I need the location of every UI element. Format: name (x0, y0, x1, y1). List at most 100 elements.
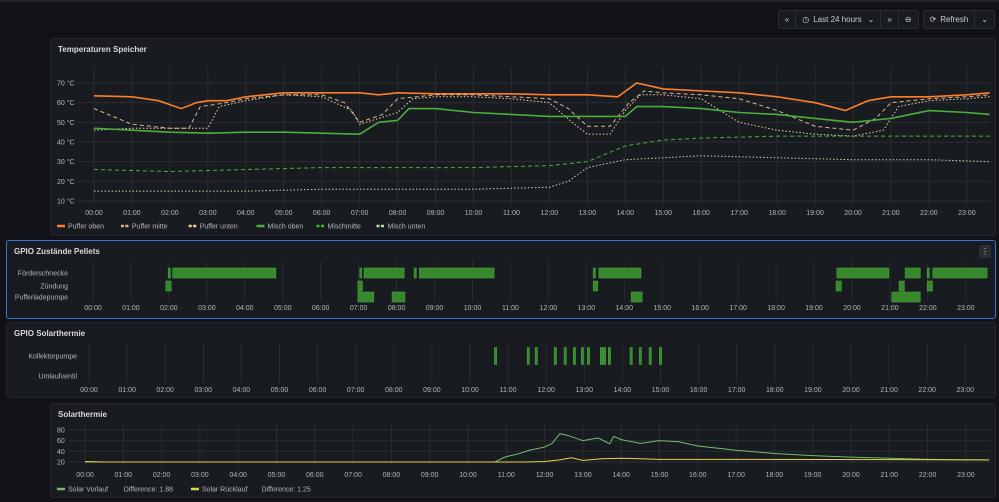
x-tick-label: 16:00 (691, 305, 709, 312)
x-tick-label: 22:00 (919, 472, 937, 479)
refresh-group: ⟳ Refresh ⌄ (922, 10, 995, 29)
x-tick-label: 14:00 (612, 472, 630, 479)
legend-difference: Difference: 1.88 (124, 487, 173, 494)
y-tick-label: 40 °C (57, 139, 75, 147)
x-tick-label: 23:00 (958, 210, 976, 217)
series-line-misch-oben (93, 105, 990, 135)
x-tick-label: 21:00 (882, 210, 900, 217)
y-tick-label: 20 (57, 459, 65, 466)
y-tick-label: 50 °C (57, 119, 75, 127)
state-on-segment (926, 280, 933, 292)
time-range-picker[interactable]: ◷ Last 24 hours ⌄ (796, 11, 882, 28)
x-tick-label: 05:00 (274, 305, 292, 312)
x-tick-label: 20:00 (843, 305, 861, 312)
x-tick-label: 13:00 (574, 472, 592, 479)
state-on-segment (534, 347, 538, 365)
x-tick-label: 13:00 (579, 210, 597, 217)
x-tick-label: 03:00 (195, 387, 213, 394)
shift-forward-button[interactable]: » (881, 11, 899, 28)
refresh-label: Refresh (940, 15, 969, 24)
x-tick-label: 14:00 (617, 210, 635, 217)
state-on-segment (581, 347, 584, 365)
legend-item: Solar Rücklauf (202, 487, 248, 494)
x-tick-label: 01:00 (118, 387, 136, 394)
x-tick-label: 19:00 (804, 387, 822, 394)
state-on-segment (165, 280, 172, 292)
panel-menu-button[interactable]: ⋮ (979, 245, 991, 258)
top-bar (0, 0, 999, 2)
legend-item: Mischmitte (328, 224, 362, 231)
x-tick-label: 07:00 (344, 472, 362, 479)
x-tick-label: 17:00 (727, 472, 745, 479)
state-on-segment (926, 267, 930, 279)
x-tick-label: 23:00 (957, 472, 975, 479)
state-on-segment (836, 267, 890, 279)
series-line (85, 433, 989, 463)
x-tick-label: 05:00 (271, 387, 289, 394)
shift-back-button[interactable]: « (779, 11, 797, 28)
x-tick-label: 21:00 (880, 387, 898, 394)
y-tick-label: 40 (57, 449, 65, 456)
x-tick-label: 11:00 (500, 387, 517, 394)
x-tick-label: 14:00 (616, 305, 634, 312)
state-on-segment (526, 347, 530, 365)
x-tick-label: 17:00 (729, 305, 747, 312)
x-tick-label: 16:00 (690, 387, 708, 394)
series-line-mischmitte (93, 135, 990, 173)
x-tick-label: 12:00 (537, 387, 555, 394)
state-on-segment (413, 267, 417, 279)
x-tick-label: 21:00 (881, 305, 899, 312)
panel-solarthermie: Solarthermie 80 60 40 20 00:00 01:00 02:00 03:0… (50, 403, 996, 498)
x-tick-label: 09:00 (423, 387, 441, 394)
state-on-segment (172, 267, 277, 279)
x-tick-label: 00:00 (85, 210, 103, 217)
x-tick-label: 00:00 (80, 387, 98, 394)
y-tick-label: 60 (57, 438, 65, 445)
legend-item: Puffer unten (200, 224, 238, 231)
state-on-segment (932, 267, 988, 279)
state-on-segment (600, 347, 603, 365)
x-tick-label: 13:00 (576, 387, 594, 394)
x-tick-label: 11:00 (502, 305, 519, 312)
x-tick-label: 19:00 (804, 472, 822, 479)
x-tick-label: 16:00 (689, 472, 707, 479)
x-tick-label: 12:00 (541, 210, 559, 217)
state-on-segment (167, 267, 171, 279)
clock-icon: ◷ (802, 15, 810, 24)
x-tick-label: 06:00 (313, 210, 331, 217)
x-tick-label: 23:00 (957, 305, 975, 312)
x-tick-label: 11:00 (503, 210, 520, 217)
refresh-button[interactable]: ⟳ Refresh (924, 11, 976, 28)
state-on-segment (629, 347, 633, 365)
solar-gpio-timeline: 00:00 01:00 02:00 03:00 04:00 05:00 06:00 07:00… (28, 343, 975, 394)
series-line-puffer-oben (93, 82, 990, 112)
chevron-down-icon: ⌄ (867, 15, 875, 24)
x-tick-label: 22:00 (919, 305, 937, 312)
x-tick-label: 23:00 (957, 387, 975, 394)
panel-title: Temperaturen Speicher (58, 45, 147, 54)
x-tick-label: 10:00 (459, 472, 477, 479)
refresh-interval-dropdown[interactable]: ⌄ (981, 15, 988, 24)
state-on-segment (363, 267, 405, 279)
x-tick-label: 05:00 (268, 472, 286, 479)
zoom-out-button[interactable]: ⊖ (899, 11, 918, 28)
x-tick-label: 08:00 (389, 210, 407, 217)
state-on-segment (608, 347, 611, 365)
refresh-icon: ⟳ (929, 15, 937, 24)
x-tick-label: 02:00 (161, 210, 179, 217)
x-tick-label: 12:00 (536, 472, 554, 479)
state-on-segment (573, 347, 576, 365)
x-tick-label: 18:00 (767, 305, 785, 312)
state-on-segment (904, 267, 921, 279)
x-tick-label: 10:00 (461, 387, 479, 394)
x-tick-label: 21:00 (881, 472, 899, 479)
temperature-chart: 70 °C 60 °C 50 °C 40 °C 30 °C 20 °C 10 °C 00:00… (57, 67, 991, 231)
state-on-segment (592, 280, 598, 292)
state-on-segment (391, 291, 406, 303)
state-on-segment (638, 347, 642, 365)
x-tick-label: 02:00 (156, 387, 174, 394)
state-on-segment (553, 347, 557, 365)
y-tick-label: 30 °C (57, 158, 75, 166)
panel-title: GPIO Zustände Pellets (14, 247, 100, 256)
panel-title: GPIO Solarthermie (14, 329, 86, 338)
